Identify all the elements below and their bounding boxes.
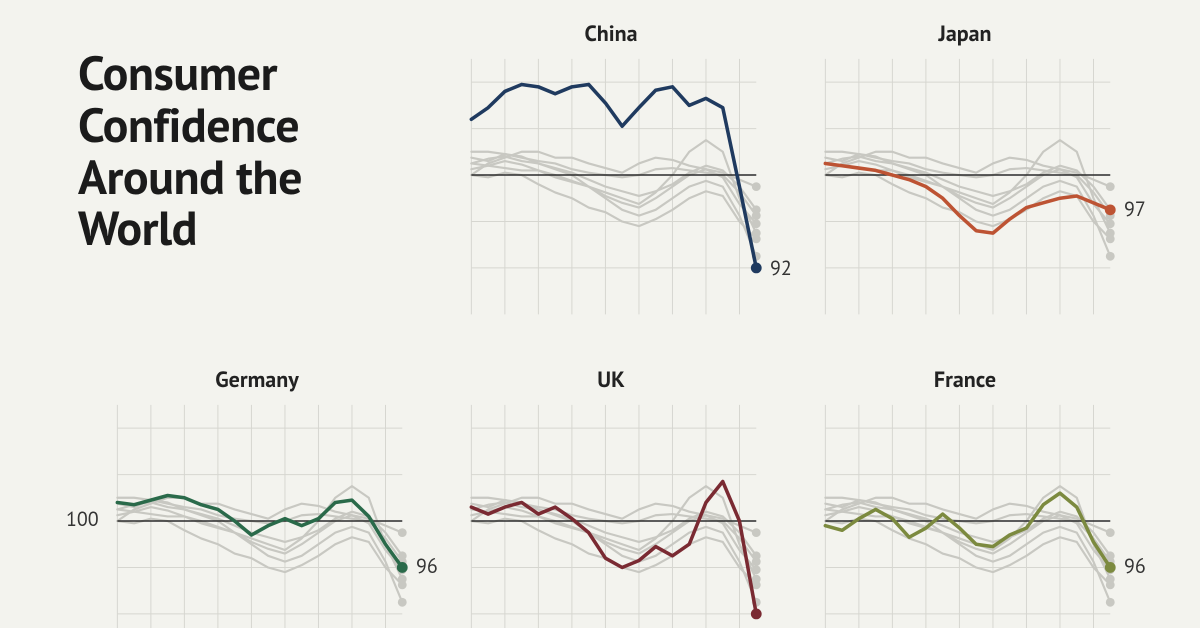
panel-uk: UK	[466, 400, 756, 628]
axis-label-100: 100	[66, 506, 99, 532]
chart-uk	[466, 400, 796, 628]
panel-title-germany: Germany	[112, 366, 402, 394]
chart-japan	[820, 54, 1150, 334]
panel-title-china: China	[466, 20, 756, 48]
chart-canvas: Consumer Confidence Around the World Chi…	[0, 0, 1200, 628]
panel-title-japan: Japan	[820, 20, 1110, 48]
chart-china	[466, 54, 796, 334]
page-title: Consumer Confidence Around the World	[78, 48, 418, 255]
panel-title-uk: UK	[466, 366, 756, 394]
chart-france	[820, 400, 1150, 628]
panel-germany: Germany96100	[112, 400, 402, 628]
panel-title-france: France	[820, 366, 1110, 394]
panel-china: China92	[466, 54, 756, 314]
panel-japan: Japan97	[820, 54, 1110, 314]
value-label-japan: 97	[1124, 196, 1146, 222]
chart-germany	[112, 400, 442, 628]
value-label-germany: 96	[416, 553, 438, 579]
panel-france: France96	[820, 400, 1110, 628]
value-label-china: 92	[770, 255, 792, 281]
value-label-france: 96	[1124, 553, 1146, 579]
series-germany	[117, 495, 402, 567]
